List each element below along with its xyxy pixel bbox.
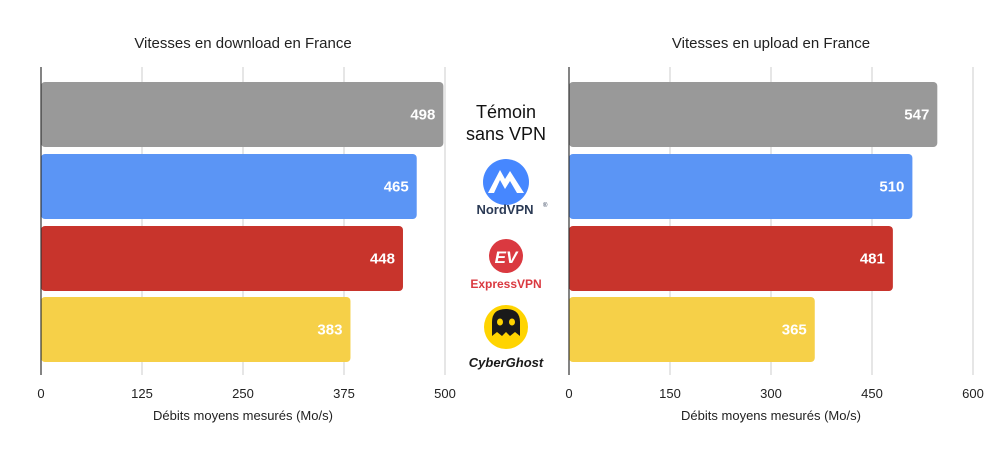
expressvpn-monogram: EV — [495, 248, 519, 267]
nordvpn-wordmark: NordVPN — [476, 202, 533, 217]
data-label: 498 — [410, 107, 435, 124]
data-label: 481 — [860, 251, 885, 268]
x-tick-label: 300 — [760, 386, 782, 401]
data-label: 383 — [317, 322, 342, 339]
x-tick-label: 250 — [232, 386, 254, 401]
bar — [569, 297, 815, 362]
cyberghost-logo-icon: CyberGhost — [469, 305, 544, 370]
x-axis-label: Débits moyens mesurés (Mo/s) — [681, 408, 861, 423]
expressvpn-logo-icon: EV ExpressVPN — [470, 239, 542, 291]
expressvpn-wordmark: ExpressVPN — [470, 277, 541, 291]
data-label: 365 — [782, 322, 807, 339]
data-label: 465 — [384, 179, 409, 196]
bar — [41, 226, 403, 291]
provider-legend: Témoin sans VPN NordVPN ® EV ExpressVPN … — [466, 102, 548, 370]
nordvpn-logo-icon: NordVPN ® — [476, 159, 548, 217]
bar — [569, 154, 913, 219]
x-tick-label: 600 — [962, 386, 984, 401]
x-tick-label: 150 — [659, 386, 681, 401]
data-label: 510 — [879, 179, 904, 196]
chart-title: Vitesses en download en France — [134, 35, 351, 52]
x-tick-label: 500 — [434, 386, 456, 401]
chart-title: Vitesses en upload en France — [672, 35, 870, 52]
bar — [569, 226, 893, 291]
x-tick-label: 0 — [37, 386, 44, 401]
bar — [41, 297, 351, 362]
nordvpn-registered-mark: ® — [543, 202, 548, 209]
x-tick-label: 375 — [333, 386, 355, 401]
data-label: 547 — [904, 107, 929, 124]
bar — [569, 82, 938, 147]
x-axis-label: Débits moyens mesurés (Mo/s) — [153, 408, 333, 423]
data-label: 448 — [370, 251, 395, 268]
x-tick-label: 0 — [565, 386, 572, 401]
control-label-line2: sans VPN — [466, 124, 546, 144]
control-label-line1: Témoin — [476, 102, 536, 122]
cyberghost-wordmark: CyberGhost — [469, 355, 544, 370]
bar — [41, 82, 444, 147]
upload-chart: Vitesses en upload en France 0 150 300 450 60… — [565, 35, 983, 423]
x-tick-label: 450 — [861, 386, 883, 401]
x-tick-label: 125 — [131, 386, 153, 401]
bar — [41, 154, 417, 219]
download-chart: Vitesses en download en France 0 125 250 375… — [37, 35, 455, 423]
